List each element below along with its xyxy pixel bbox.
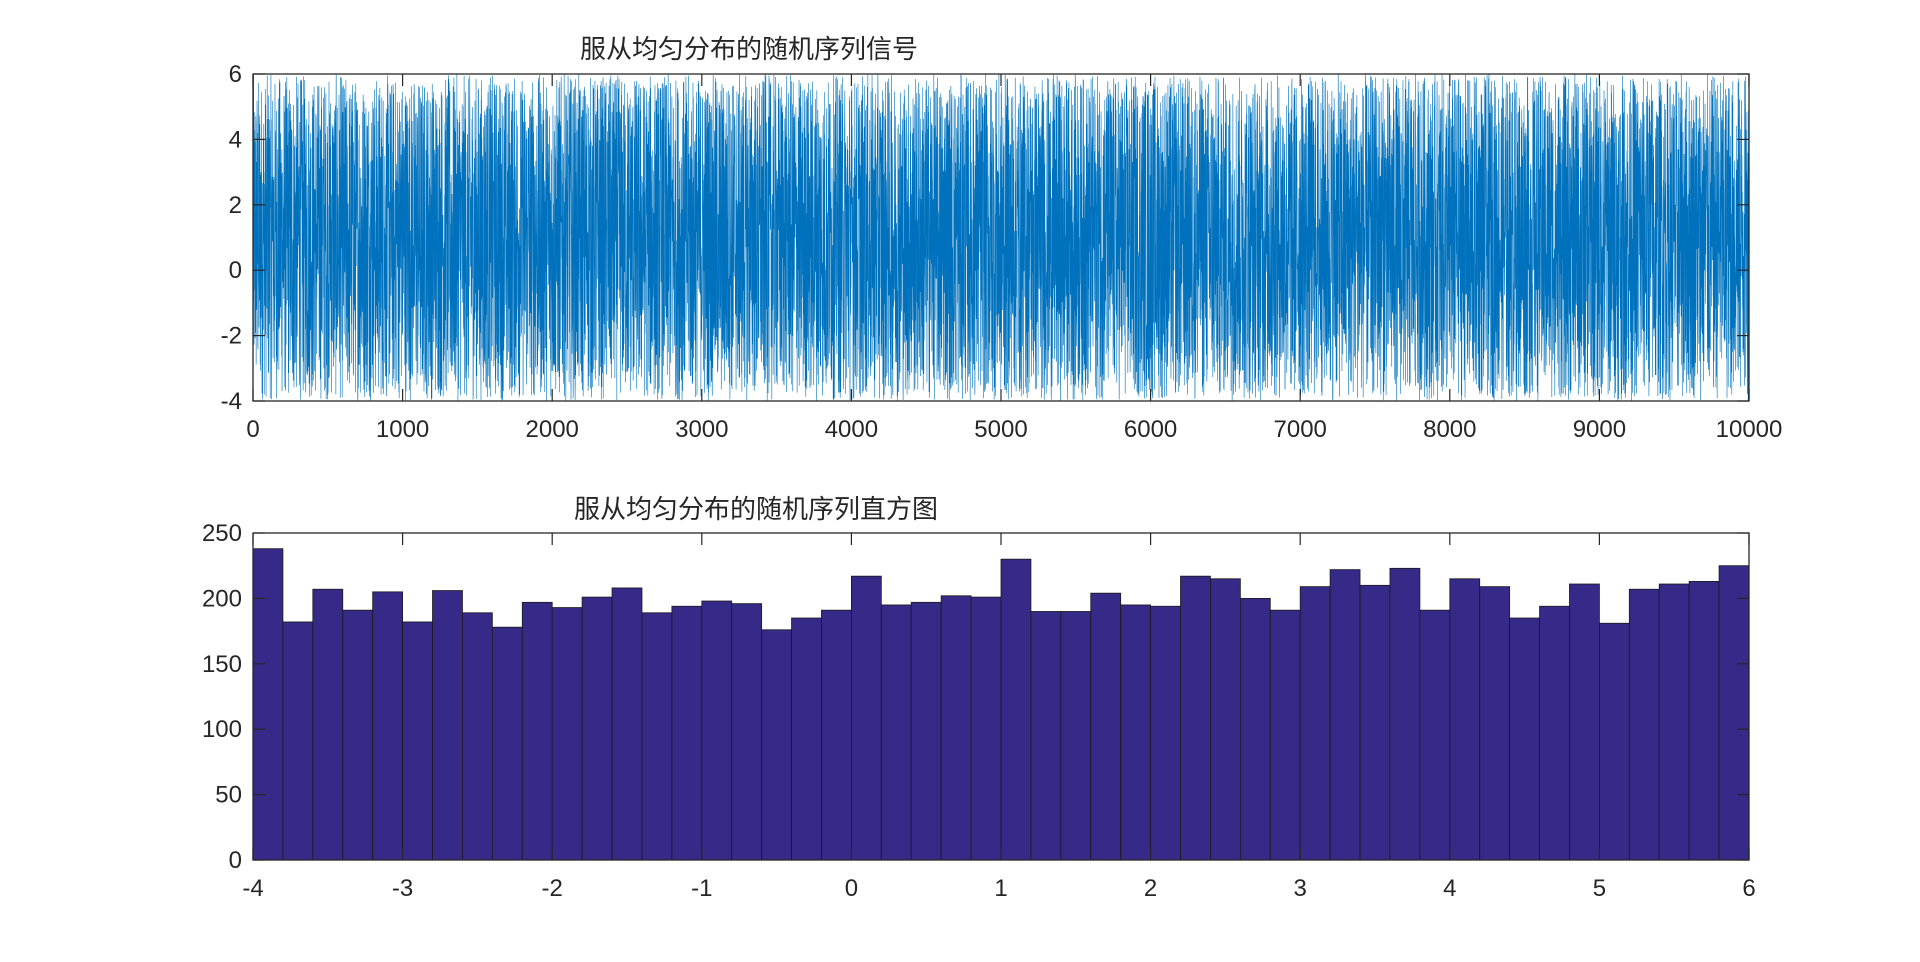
- signal-x-tick-label: 8000: [1423, 416, 1476, 443]
- signal-x-tick-label: 5000: [974, 416, 1027, 443]
- signal-y-tick-label: -4: [221, 388, 242, 415]
- histogram-bar: [761, 629, 792, 861]
- histogram-bar: [1180, 575, 1211, 861]
- histogram-x-tick-label: 0: [845, 875, 858, 902]
- signal-x-tick-label: 6000: [1124, 416, 1177, 443]
- histogram-chart: 服从均匀分布的随机序列直方图 -4 -3 -2 -1 0 1 2 3 4 5 6 0 50 100 150 2…: [202, 495, 1756, 902]
- histogram-y-tick-label: 100: [202, 716, 242, 743]
- histogram-x-tick-label: 1: [994, 875, 1007, 902]
- histogram-bar: [880, 604, 912, 861]
- histogram-bar: [791, 617, 822, 861]
- histogram-bar: [581, 596, 613, 861]
- signal-chart-title: 服从均匀分布的随机序列信号: [580, 35, 918, 65]
- histogram-bar: [372, 591, 403, 861]
- histogram-x-tick-label: 5: [1593, 875, 1606, 902]
- histogram-x-tick-label: -2: [542, 875, 563, 902]
- signal-y-tick-label: 6: [229, 61, 242, 88]
- histogram-bar: [940, 595, 972, 861]
- signal-x-tick-label: 0: [246, 416, 259, 443]
- histogram-bar: [970, 596, 1002, 861]
- histogram-bar: [731, 603, 763, 861]
- signal-y-tick-label: 4: [229, 126, 242, 153]
- histogram-bar: [1299, 586, 1331, 861]
- histogram-bar: [1239, 598, 1271, 861]
- histogram-x-tick-label: -1: [691, 875, 712, 902]
- histogram-bar: [1509, 617, 1540, 861]
- histogram-bar: [282, 621, 314, 861]
- histogram-bar: [851, 575, 882, 861]
- signal-x-tick-label: 3000: [675, 416, 728, 443]
- signal-plot-area: [252, 73, 1750, 401]
- histogram-bar: [1269, 609, 1301, 861]
- signal-chart: 服从均匀分布的随机序列信号 0 1000 2000 3000 4000 5000 6000 7…: [221, 35, 1783, 443]
- histogram-bar: [1060, 611, 1092, 861]
- histogram-bar: [1599, 622, 1630, 861]
- histogram-bar: [1479, 586, 1511, 861]
- histogram-bar: [1210, 578, 1241, 861]
- histogram-bar: [821, 609, 852, 861]
- signal-x-tick-label: 1000: [376, 416, 429, 443]
- histogram-bar: [910, 601, 942, 861]
- signal-x-tick-label: 9000: [1573, 416, 1626, 443]
- histogram-y-tick-label: 150: [202, 651, 242, 678]
- histogram-bar: [671, 605, 703, 861]
- histogram-x-tick-label: 4: [1443, 875, 1456, 902]
- signal-x-tick-label: 2000: [526, 416, 579, 443]
- histogram-x-tick-label: -4: [242, 875, 263, 902]
- histogram-bar: [1569, 583, 1600, 861]
- histogram-x-tick-label: 6: [1742, 875, 1755, 902]
- signal-x-tick-label: 10000: [1716, 416, 1783, 443]
- histogram-bar: [462, 612, 493, 861]
- histogram-bar: [701, 600, 733, 861]
- histogram-x-tick-label: 2: [1144, 875, 1157, 902]
- histogram-y-tick-label: 200: [202, 585, 242, 612]
- signal-axis-ticks: 0 1000 2000 3000 4000 5000 6000 7000 8000 9000 100…: [221, 61, 1783, 443]
- histogram-bar: [252, 548, 284, 861]
- histogram-axis-ticks: -4 -3 -2 -1 0 1 2 3 4 5 6 0 50 100 150 200 250: [202, 520, 1756, 902]
- histogram-bar: [1688, 581, 1720, 861]
- signal-y-tick-label: -2: [221, 323, 242, 350]
- histogram-bar: [1329, 569, 1361, 861]
- histogram-bar: [1419, 609, 1451, 861]
- signal-x-tick-label: 4000: [825, 416, 878, 443]
- histogram-bar: [521, 601, 553, 861]
- histogram-bar: [1628, 588, 1660, 861]
- histogram-bar: [1150, 605, 1181, 861]
- histogram-bar: [641, 612, 673, 861]
- histogram-bar: [1030, 611, 1062, 861]
- histogram-bar: [402, 621, 433, 861]
- histogram-x-tick-label: -3: [392, 875, 413, 902]
- histogram-bar: [1539, 605, 1570, 861]
- histogram-chart-title: 服从均匀分布的随机序列直方图: [574, 495, 938, 525]
- histogram-bar: [611, 587, 643, 861]
- histogram-bar: [551, 607, 583, 861]
- histogram-bar: [1658, 583, 1690, 861]
- histogram-y-tick-label: 0: [229, 847, 242, 874]
- histogram-bar: [1000, 558, 1032, 861]
- histogram-bar: [1718, 565, 1750, 861]
- histogram-bar: [1389, 567, 1421, 861]
- histogram-bar: [1449, 578, 1481, 861]
- histogram-bar: [432, 590, 463, 861]
- histogram-bar: [1090, 592, 1122, 861]
- histogram-y-tick-label: 50: [215, 782, 242, 809]
- signal-x-tick-label: 7000: [1274, 416, 1327, 443]
- histogram-bar: [342, 609, 374, 861]
- signal-series-line: [252, 73, 1750, 401]
- histogram-x-tick-label: 3: [1294, 875, 1307, 902]
- signal-y-tick-label: 0: [229, 257, 242, 284]
- histogram-bar: [312, 588, 344, 861]
- histogram-bar: [1120, 604, 1152, 861]
- histogram-bar: [491, 626, 523, 861]
- histogram-plot-area: [252, 548, 1750, 861]
- histogram-bar: [1359, 584, 1391, 861]
- histogram-y-tick-label: 250: [202, 520, 242, 547]
- signal-y-tick-label: 2: [229, 192, 242, 219]
